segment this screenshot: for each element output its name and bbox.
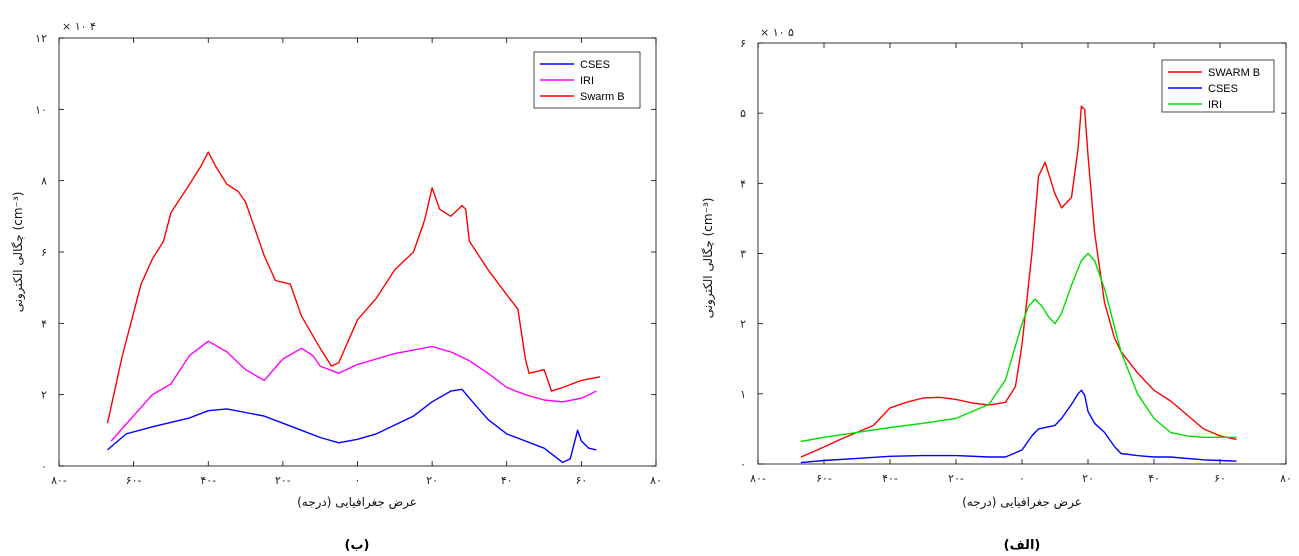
y-ticks-b: ۰ ۲ ۴ ۶ ۸ ۱۰ ۱۲ [35, 32, 656, 473]
y-tick-label: ۲ [740, 318, 746, 331]
y-tick-label: ۰ [41, 460, 47, 473]
series-line-swarm-b-alef [800, 105, 1237, 458]
caption-b: (ب) [345, 538, 370, 553]
series-line-cses-b [107, 388, 597, 464]
x-axis-label-b: عرض جغرافیایی (درجه) [297, 495, 417, 510]
legend-label-cses: CSES [1208, 83, 1238, 95]
y-tick-label: ۸ [41, 175, 47, 188]
x-tick-label: ۴۰ [1148, 472, 1160, 485]
x-tick-label: ۸۰ [1280, 472, 1292, 485]
y-tick-label: ۶ [740, 37, 746, 50]
y-tick-label: ۴ [740, 177, 746, 190]
series-line-iri-alef [800, 252, 1237, 443]
y-tick-label: ۶ [41, 246, 47, 259]
y-tick-label: ۳ [740, 248, 746, 261]
plot-area-alef [757, 42, 1287, 465]
x-tick-label: ۰ [1019, 472, 1025, 485]
series-line-iri-b [110, 340, 597, 442]
x-tick-label: ۴۰ [501, 474, 513, 487]
x-tick-label: ۲۰- [948, 472, 964, 485]
x-ticks-alef: ۸۰- ۶۰- ۴۰- ۲۰- ۰ ۲۰ ۴۰ ۶۰ ۸۰ [750, 43, 1292, 485]
legend-label-swarm-b: SWARM B [1208, 67, 1260, 79]
x-tick-label: ۲۰- [275, 474, 291, 487]
x-ticks-b: ۸۰- ۶۰- ۴۰- ۲۰- ۰ ۲۰ ۴۰ ۶۰ ۸۰ [51, 38, 662, 487]
y-tick-label: ۵ [740, 107, 746, 120]
legend-alef: SWARM B CSES IRI [1161, 59, 1275, 113]
x-tick-label: ۸۰ [650, 474, 662, 487]
y-tick-label: ۲ [41, 389, 47, 402]
x-tick-label: ۶۰ [575, 474, 587, 487]
x-tick-label: ۶۰ [1214, 472, 1226, 485]
x-tick-label: ۸۰- [51, 474, 67, 487]
x-tick-label: ۶۰- [126, 474, 142, 487]
legend-b: CSES IRI Swarm B [533, 51, 641, 109]
chart-alef: ۸۰- ۶۰- ۴۰- ۲۰- ۰ ۲۰ ۴۰ ۶۰ ۸۰ ۰ ۱ ۲ ۳ ۴ ۵ ۶ × ۱۰ ۵ عرض… [701, 26, 1292, 553]
y-tick-label: ۴ [41, 317, 47, 330]
y-ticks-alef: ۰ ۱ ۲ ۳ ۴ ۵ ۶ [740, 37, 1286, 471]
legend-label-swarm-b: Swarm B [580, 91, 625, 103]
legend-label-iri: IRI [580, 75, 594, 87]
x-tick-label: ۰ [355, 474, 361, 487]
y-tick-label: ۱۲ [35, 32, 47, 45]
legend-entries-b: CSES IRI Swarm B [540, 59, 625, 103]
y-tick-label: ۱ [740, 388, 746, 401]
series-layer-alef [800, 105, 1237, 464]
y-tick-label: ۰ [740, 458, 746, 471]
x-tick-label: ۲۰ [1082, 472, 1094, 485]
x-tick-label: ۸۰- [750, 472, 766, 485]
legend-label-iri: IRI [1208, 99, 1222, 111]
y-tick-label: ۱۰ [35, 103, 47, 116]
x-tick-label: ۶۰- [816, 472, 832, 485]
exponent-label-alef: × ۱۰ ۵ [760, 26, 794, 39]
exponent-label-b: × ۱۰ ۴ [62, 20, 96, 33]
legend-entries-alef: SWARM B CSES IRI [1168, 67, 1260, 111]
chart-b: ۸۰- ۶۰- ۴۰- ۲۰- ۰ ۲۰ ۴۰ ۶۰ ۸۰ ۰ ۲ ۴ ۶ ۸ ۱۰ ۱۲ × ۱۰ ۴ ع… [11, 20, 662, 553]
x-tick-label: ۴۰- [200, 474, 216, 487]
legend-label-cses: CSES [580, 59, 610, 71]
y-axis-label-alef: چگالی الکترونی (cm⁻³) [701, 198, 716, 319]
x-tick-label: ۴۰- [882, 472, 898, 485]
y-axis-label-b: چگالی الکترونی (cm⁻³) [11, 192, 26, 313]
caption-alef: (الف) [1004, 538, 1041, 553]
x-axis-label-alef: عرض جغرافیایی (درجه) [962, 495, 1082, 510]
series-line-cses-alef [800, 389, 1237, 464]
plot-area-b [58, 37, 657, 467]
series-line-swarm-b-b [106, 151, 601, 424]
x-tick-label: ۲۰ [426, 474, 438, 487]
series-layer-b [106, 151, 601, 464]
